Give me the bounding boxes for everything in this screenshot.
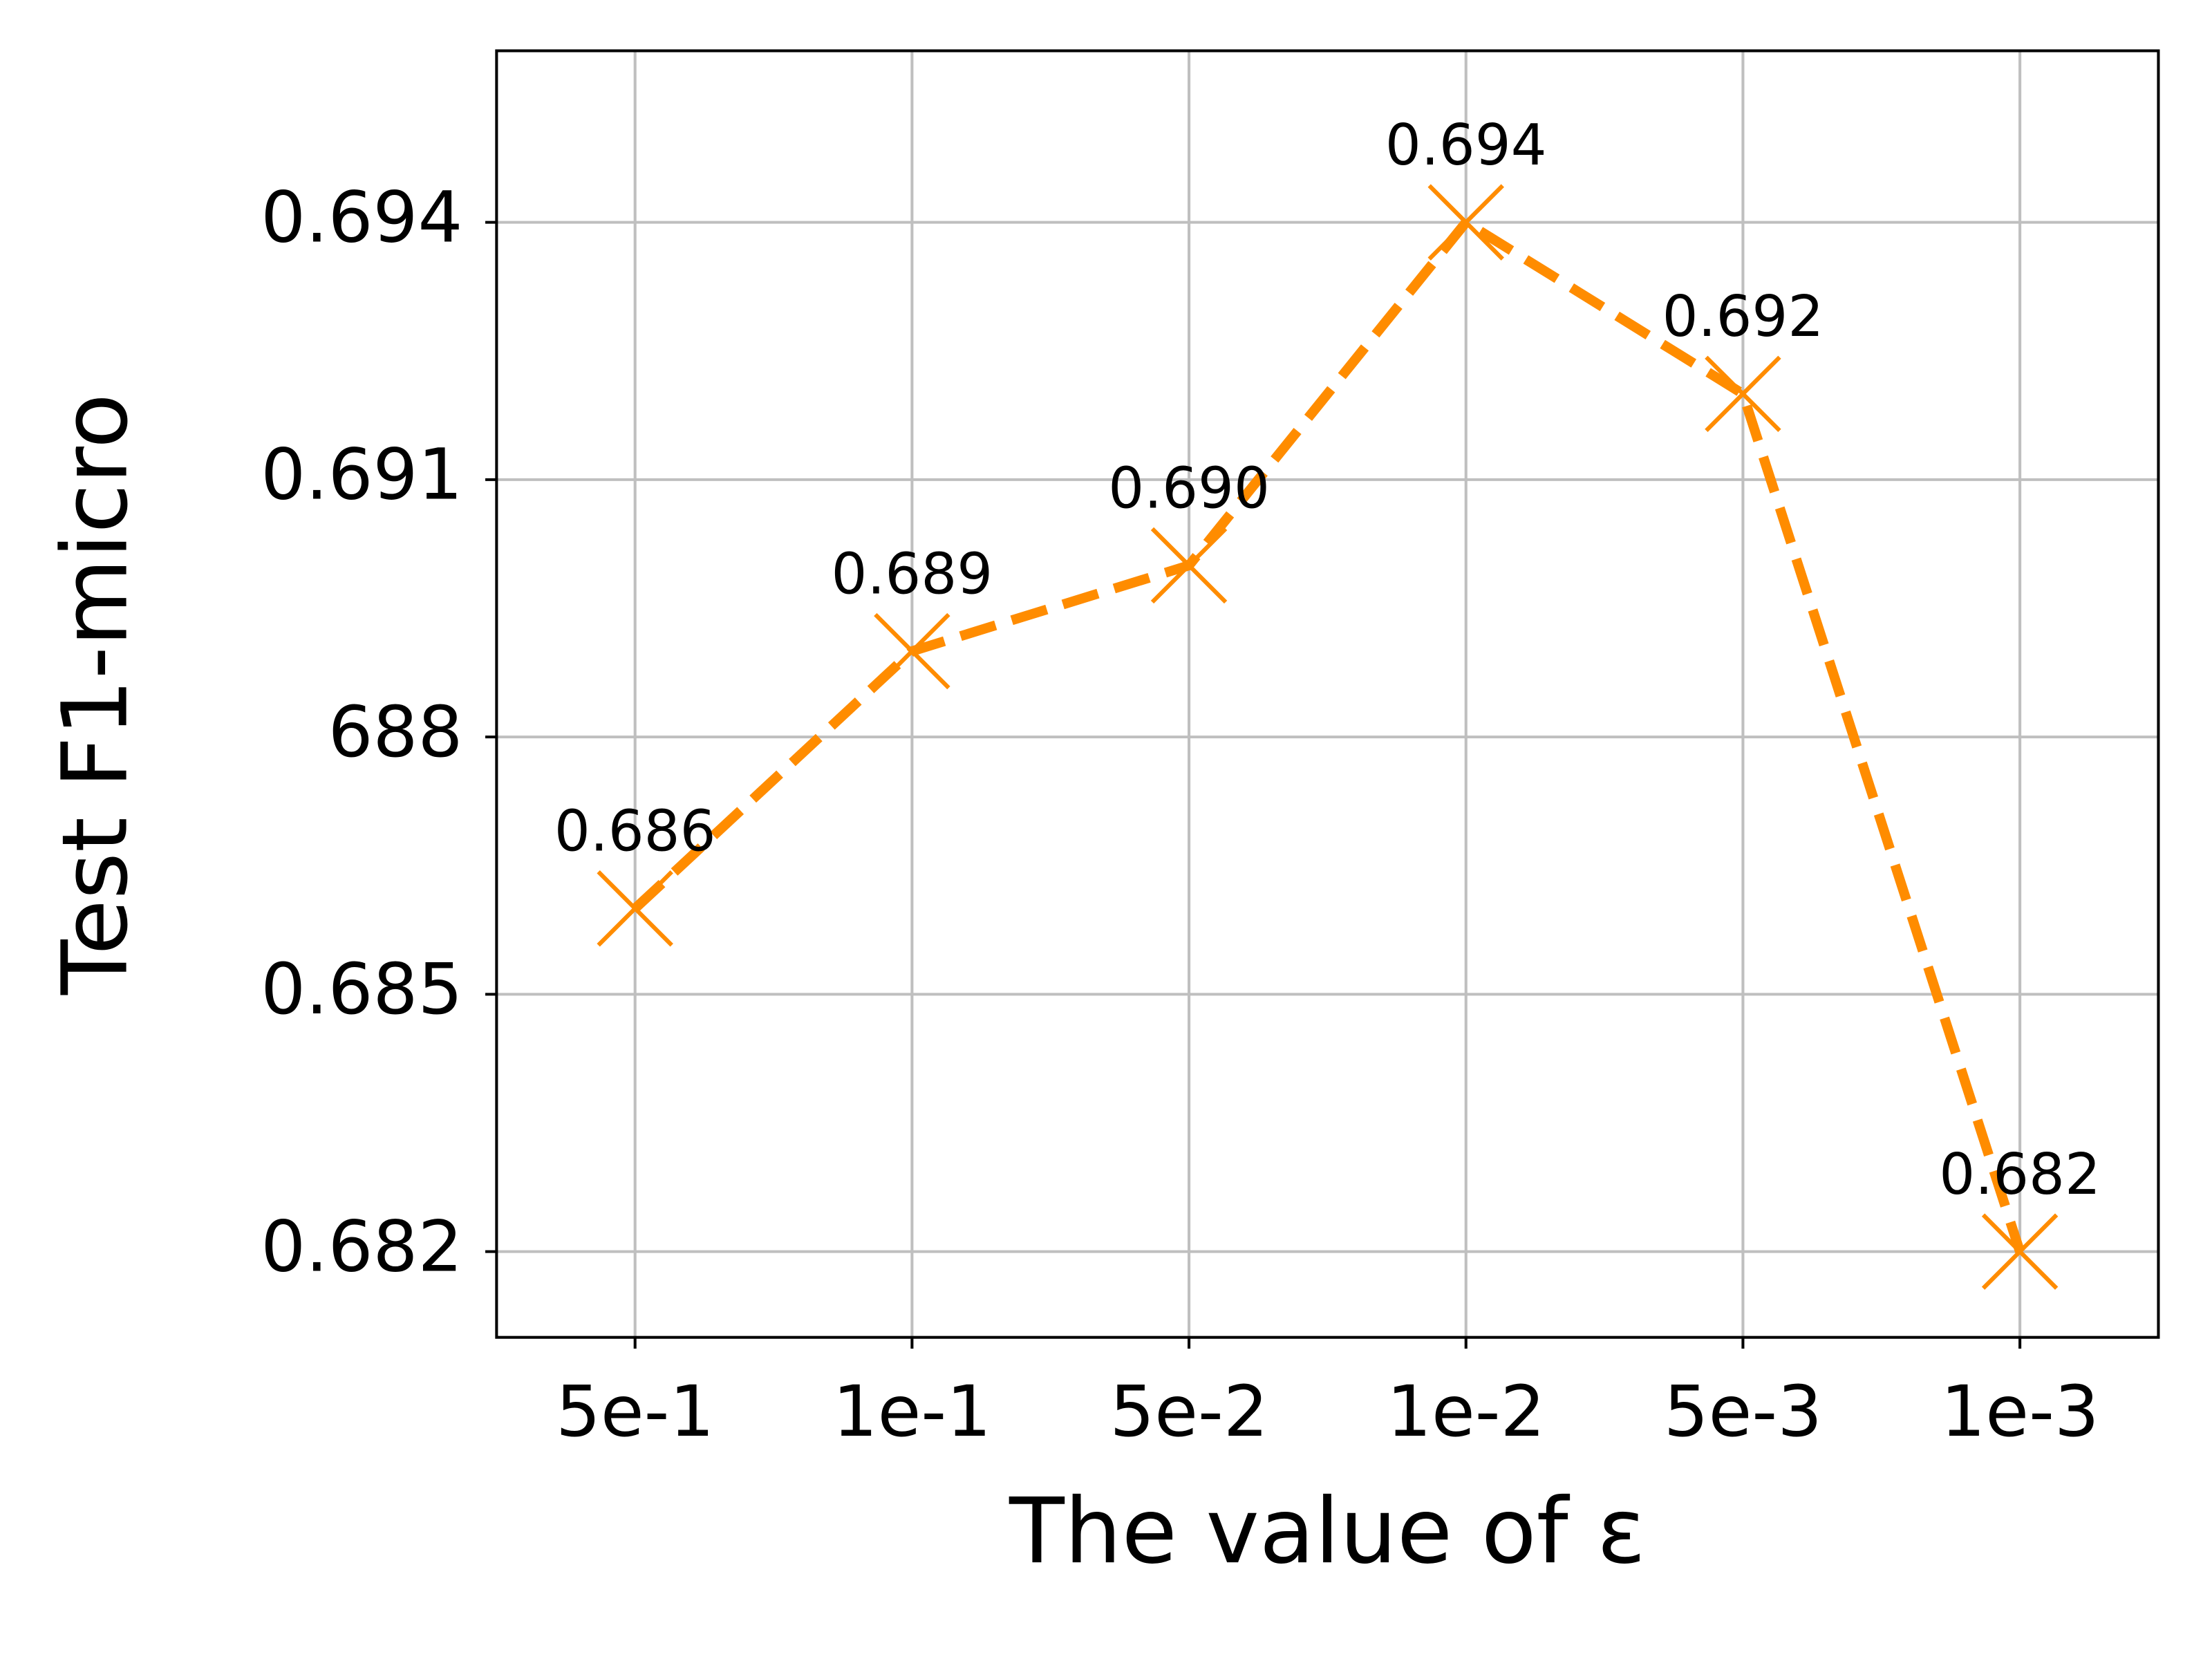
marker [1705, 355, 1781, 433]
y-tick-label: 0.685 [261, 948, 462, 1031]
y-axis-label: Test F1-micro [43, 393, 148, 995]
y-tick-label: 688 [328, 691, 463, 774]
y-tick-label: 0.691 [261, 434, 462, 516]
marker [1150, 527, 1228, 604]
y-tick-label: 0.682 [261, 1206, 462, 1288]
x-tick-label: 5e-1 [556, 1371, 714, 1453]
marker [1981, 1213, 2059, 1290]
value-label: 0.690 [1108, 456, 1270, 521]
x-tick-label: 1e-3 [1940, 1371, 2099, 1453]
x-tick-label: 5e-2 [1109, 1371, 1268, 1453]
x-tick-label: 1e-2 [1387, 1371, 1545, 1453]
value-label: 0.682 [1939, 1142, 2101, 1208]
marker [1427, 184, 1504, 261]
plot-frame [495, 49, 2160, 1339]
data-line [631, 216, 2025, 1253]
marker [874, 612, 950, 690]
value-label: 0.692 [1662, 284, 1824, 350]
x-tick-label: 1e-1 [833, 1371, 991, 1453]
x-axis-label: The value of ε [1009, 1479, 1646, 1584]
marker [597, 870, 673, 947]
y-tick-label: 0.694 [261, 176, 462, 259]
value-label: 0.686 [554, 799, 716, 865]
x-tick-label: 5e-3 [1664, 1371, 1822, 1453]
value-label: 0.689 [832, 541, 993, 607]
value-label: 0.694 [1385, 113, 1547, 178]
